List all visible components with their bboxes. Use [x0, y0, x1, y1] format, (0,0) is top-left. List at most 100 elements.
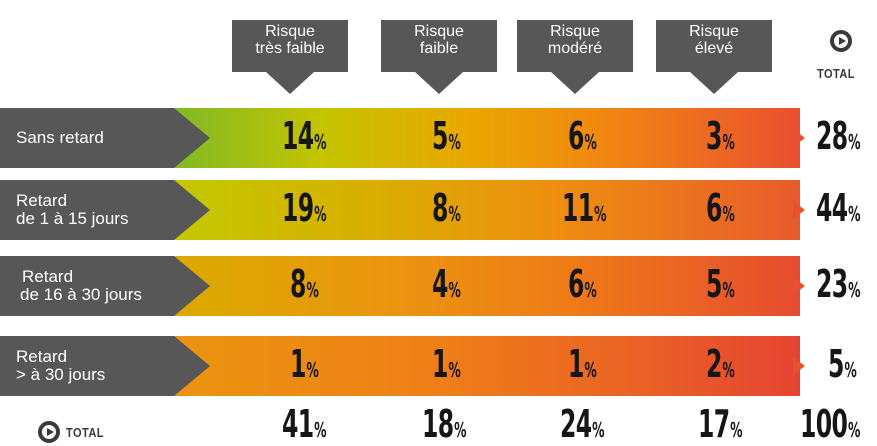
percent-sign: %: [847, 418, 861, 442]
row-total-arrow-icon: [793, 277, 805, 295]
column-header-line2: modéré: [547, 40, 603, 57]
row-total-number: 5: [828, 342, 844, 386]
cell-value: 5%: [706, 262, 735, 306]
column-header-line1: Risque: [414, 23, 464, 40]
column-total: 18%: [422, 402, 467, 446]
row-sans-retard: Sans retard 14% 5% 6% 3%: [0, 108, 800, 168]
percent-sign: %: [306, 278, 319, 302]
row-label-arrow: [174, 256, 210, 316]
column-arrow: [266, 72, 314, 94]
cell-number: 8: [432, 186, 448, 230]
row-label: Retard > à 30 jours: [0, 336, 174, 396]
percent-sign: %: [722, 358, 735, 382]
cell-value: 2%: [706, 342, 735, 386]
percent-sign: %: [584, 130, 597, 154]
cell-value: 1%: [290, 342, 319, 386]
cell-value: 14%: [282, 114, 327, 158]
column-header-tres-faible: Risque très faible: [232, 20, 348, 72]
column-total: 41%: [282, 402, 327, 446]
row-label-arrow: [174, 108, 210, 168]
percent-sign: %: [448, 202, 461, 226]
row-label: Retard de 16 à 30 jours: [0, 256, 174, 316]
column-total-number: 41: [282, 402, 314, 446]
cell-number: 19: [282, 186, 314, 230]
cell-number: 3: [706, 114, 722, 158]
total-refresh-icon: [830, 30, 852, 52]
percent-sign: %: [448, 358, 461, 382]
cell-number: 14: [282, 114, 314, 158]
total-refresh-icon: [38, 421, 60, 443]
percent-sign: %: [314, 418, 327, 442]
percent-sign: %: [848, 202, 861, 226]
row-label-arrow: [174, 336, 210, 396]
cell-number: 11: [562, 186, 594, 230]
cell-value: 6%: [568, 114, 597, 158]
row-label-line1: Retard: [22, 267, 74, 286]
cell-number: 4: [432, 262, 448, 306]
column-arrow: [551, 72, 599, 94]
row-label-arrow: [174, 180, 210, 240]
row-retard-1-15: Retard de 1 à 15 jours 19% 8% 11% 6%: [0, 180, 800, 240]
percent-sign: %: [584, 358, 597, 382]
percent-sign: %: [594, 202, 607, 226]
column-header-faible: Risque faible: [381, 20, 497, 72]
row-total-arrow-icon: [793, 357, 805, 375]
cell-number: 1: [290, 342, 306, 386]
cell-number: 5: [706, 262, 722, 306]
row-total-number: 44: [816, 186, 848, 230]
row-label-line2: de 1 à 15 jours: [16, 209, 129, 228]
column-total-number: 18: [422, 402, 454, 446]
column-header-modere: Risque modéré: [517, 20, 633, 72]
column-header-line1: Risque: [265, 23, 315, 40]
row-retard-plus-30: Retard > à 30 jours 1% 1% 1% 2%: [0, 336, 800, 396]
percent-sign: %: [454, 418, 467, 442]
row-label-line2: de 16 à 30 jours: [20, 285, 142, 304]
row-retard-16-30: Retard de 16 à 30 jours 8% 4% 6% 5%: [0, 256, 800, 316]
total-column-label: TOTAL: [817, 66, 855, 81]
percent-sign: %: [448, 130, 461, 154]
cell-number: 5: [432, 114, 448, 158]
cell-value: 6%: [568, 262, 597, 306]
row-total-arrow-icon: [793, 201, 805, 219]
percent-sign: %: [844, 358, 857, 382]
column-total: 24%: [560, 402, 605, 446]
row-label-line1: Sans retard: [16, 128, 104, 147]
row-total: 23%: [816, 262, 861, 306]
row-label: Sans retard: [0, 108, 174, 168]
cell-value: 1%: [432, 342, 461, 386]
row-total-arrow-icon: [793, 129, 805, 147]
percent-sign: %: [722, 278, 735, 302]
cell-number: 6: [706, 186, 722, 230]
row-total: 28%: [816, 114, 861, 158]
percent-sign: %: [314, 202, 327, 226]
row-label-line1: Retard: [16, 191, 68, 210]
column-arrow: [415, 72, 463, 94]
column-header-line2: faible: [419, 40, 459, 57]
percent-sign: %: [448, 278, 461, 302]
percent-sign: %: [306, 358, 319, 382]
column-arrow: [690, 72, 738, 94]
total-row-label: TOTAL: [66, 425, 104, 440]
row-total: 5%: [828, 342, 857, 386]
row-label-line1: Retard: [16, 347, 68, 366]
cell-value: 6%: [706, 186, 735, 230]
percent-sign: %: [730, 418, 743, 442]
percent-sign: %: [584, 278, 597, 302]
percent-sign: %: [722, 202, 735, 226]
cell-value: 1%: [568, 342, 597, 386]
cell-value: 19%: [282, 186, 327, 230]
column-total-number: 17: [698, 402, 730, 446]
grand-total: 100%: [800, 402, 860, 446]
column-header-eleve: Risque élevé: [656, 20, 772, 72]
grand-total-number: 100: [800, 402, 848, 446]
column-header-line1: Risque: [550, 23, 600, 40]
column-total: 17%: [698, 402, 743, 446]
row-total-number: 28: [816, 114, 848, 158]
percent-sign: %: [314, 130, 327, 154]
column-header-line2: élevé: [694, 40, 734, 57]
cell-number: 1: [568, 342, 584, 386]
cell-value: 3%: [706, 114, 735, 158]
cell-value: 11%: [562, 186, 607, 230]
cell-number: 2: [706, 342, 722, 386]
cell-value: 8%: [290, 262, 319, 306]
